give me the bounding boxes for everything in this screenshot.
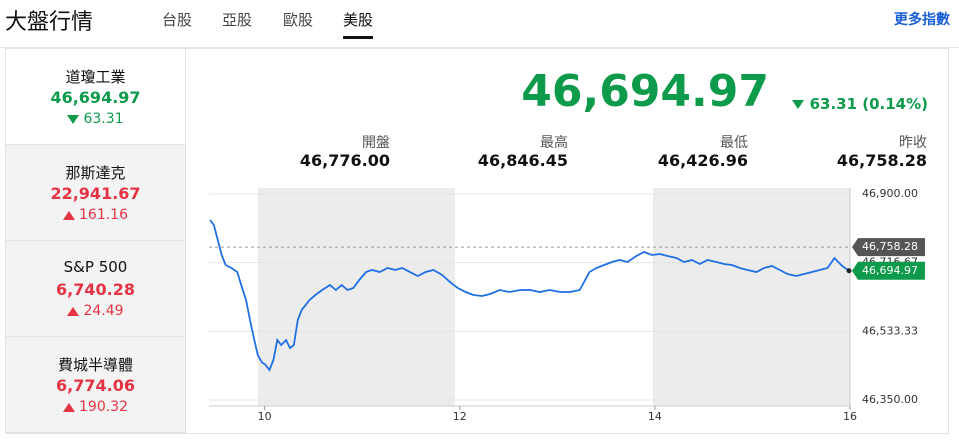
tab[interactable]: 台股	[162, 11, 193, 29]
stat-label: 昨收	[899, 135, 927, 151]
arrow	[67, 114, 80, 124]
index-change: 63.31	[6, 111, 185, 127]
stat-label: 開盤	[362, 135, 390, 151]
arrow	[67, 306, 80, 316]
index-change: 161.16	[6, 207, 185, 223]
stat-label: 最低	[720, 135, 748, 151]
index-change: 190.32	[6, 399, 185, 415]
index-name: 費城半導體	[57, 356, 133, 374]
index-name: 那斯達克	[65, 164, 126, 182]
tab[interactable]: 美股	[343, 9, 374, 39]
index-card[interactable]: 道瓊工業 46,694.97 63.31	[6, 49, 185, 145]
divider	[0, 47, 959, 48]
tab[interactable]: 亞股	[222, 11, 253, 29]
index-card[interactable]: S&P 500 6,740.28 24.49	[6, 241, 185, 337]
stat-label: 最高	[540, 135, 568, 151]
arrow	[63, 402, 75, 412]
change-text: 161.16	[79, 207, 128, 223]
change-text: 63.31 (0.14%)	[809, 95, 928, 113]
arrow	[63, 210, 75, 220]
stat-value: 46,758.28	[836, 151, 927, 170]
index-name: S&P 500	[63, 258, 128, 276]
down-arrow	[791, 100, 804, 109]
page-title: 大盤行情	[5, 10, 94, 35]
index-value: 22,941.67	[50, 184, 141, 203]
price: 46,694.97	[521, 66, 769, 117]
index-card[interactable]: 那斯達克 22,941.67 161.16	[6, 145, 185, 241]
stat-value: 46,846.45	[477, 151, 568, 170]
change-text: 63.31	[83, 111, 124, 127]
stat-value: 46,776.00	[299, 151, 390, 170]
detail-panel	[186, 48, 949, 434]
stat-value: 46,426.96	[657, 151, 748, 170]
index-change: 24.49	[6, 303, 185, 319]
change-text: 190.32	[79, 399, 128, 415]
index-value: 46,694.97	[50, 88, 141, 107]
index-card[interactable]: 費城半導體 6,774.06 190.32	[6, 337, 185, 433]
more-link[interactable]: 更多指數	[894, 12, 950, 28]
index-name: 道瓊工業	[65, 68, 126, 86]
index-value: 6,740.28	[56, 280, 135, 299]
change-text: 24.49	[83, 303, 124, 319]
index-value: 6,774.06	[56, 376, 135, 395]
index-list: 道瓊工業 46,694.97 63.31 那斯達克 22,941.67 161.16 S&P…	[5, 48, 186, 434]
tab[interactable]: 歐股	[283, 11, 314, 29]
price-change: 63.31 (0.14%)	[791, 95, 928, 113]
